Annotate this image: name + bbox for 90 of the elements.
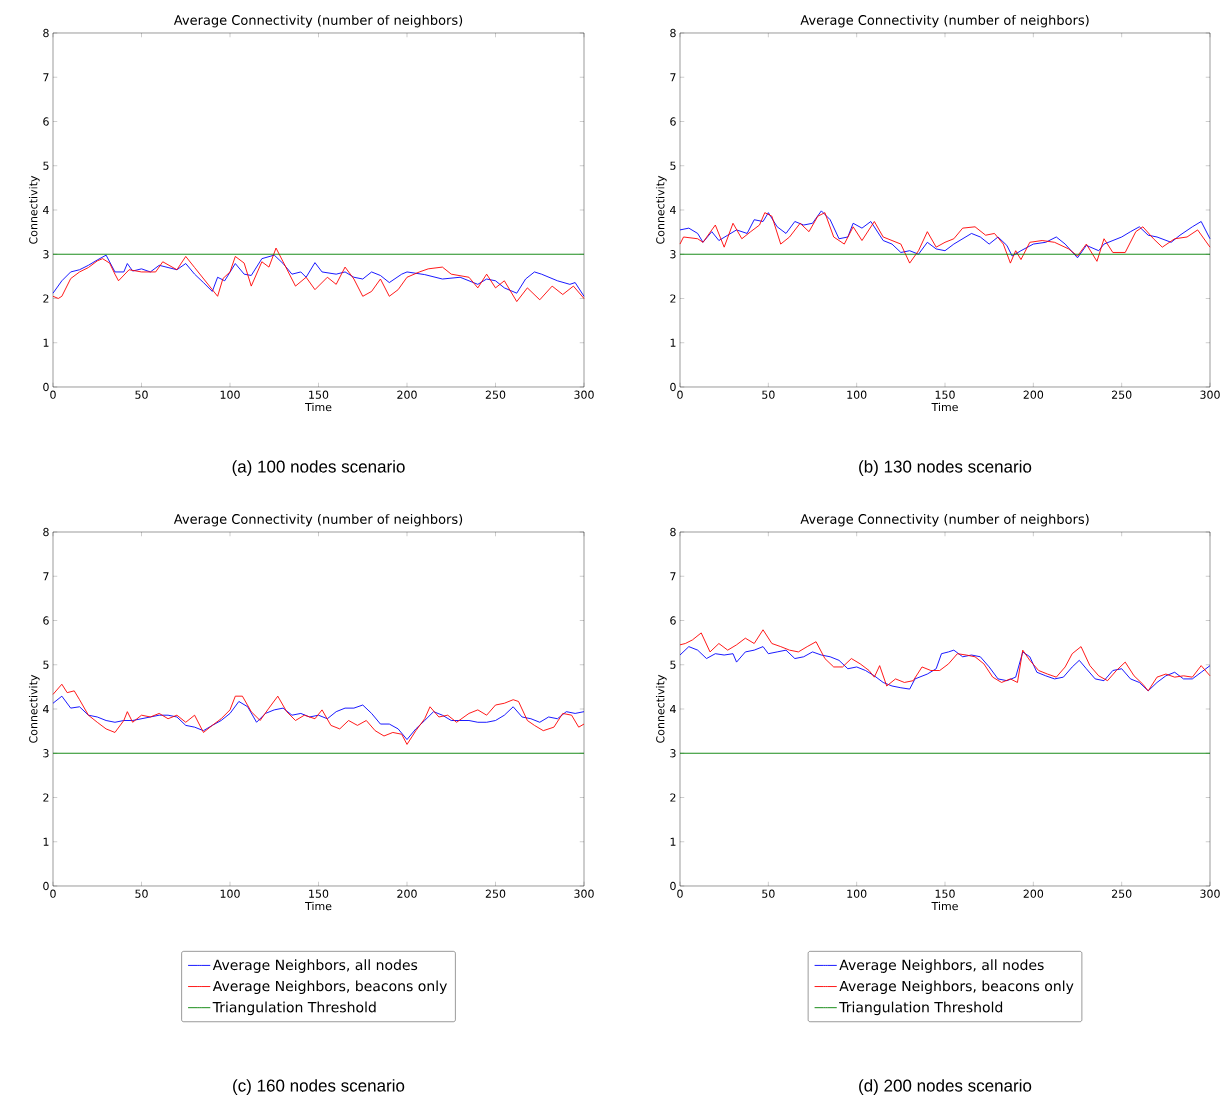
y-tick-label: 7 bbox=[670, 73, 676, 82]
y-tick-label: 5 bbox=[43, 660, 49, 669]
x-tick-label: 250 bbox=[1111, 390, 1132, 399]
x-axis-title: Time bbox=[305, 901, 332, 911]
x-tick-label: 50 bbox=[135, 390, 148, 399]
x-tick-label: 100 bbox=[220, 889, 240, 898]
text: (d) 200 nodes scenario bbox=[859, 1079, 1032, 1095]
chart-title: Average Connectivity (number of neighbors) bbox=[800, 14, 1089, 28]
x-tick-label: 300 bbox=[1200, 889, 1220, 898]
y-tick-label: 5 bbox=[43, 161, 49, 170]
y-tick-label: 8 bbox=[43, 527, 49, 537]
x-tick-label: 50 bbox=[135, 889, 148, 898]
chart-title: Average Connectivity (number of neighbors) bbox=[173, 513, 463, 527]
x-tick-label: 0 bbox=[50, 889, 56, 898]
x-tick-label: 300 bbox=[574, 390, 594, 399]
x-tick-label: 150 bbox=[935, 889, 955, 898]
x-tick-label: 300 bbox=[574, 889, 594, 898]
x-tick-label: 100 bbox=[220, 390, 240, 399]
y-tick-label: 4 bbox=[670, 205, 676, 215]
y-tick-label: 0 bbox=[43, 382, 49, 392]
legend-label: Triangulation Threshold bbox=[839, 1001, 1003, 1016]
y-tick-label: 6 bbox=[670, 117, 676, 126]
y-tick-label: 7 bbox=[43, 572, 49, 581]
y-tick-label: 4 bbox=[43, 705, 49, 714]
y-tick-label: 1 bbox=[670, 338, 676, 347]
x-axis-title: Time bbox=[931, 402, 958, 412]
y-tick-label: 3 bbox=[670, 250, 676, 259]
x-tick-label: 150 bbox=[309, 390, 329, 399]
x-tick-label: 50 bbox=[762, 390, 775, 399]
line-series bbox=[679, 629, 1211, 692]
y-tick-label: 3 bbox=[670, 749, 676, 758]
y-tick-label: 8 bbox=[670, 527, 676, 537]
legend-label: Average Neighbors, all nodes bbox=[212, 959, 418, 973]
y-tick-label: 0 bbox=[670, 881, 676, 891]
y-axis-title: Connectivity bbox=[28, 175, 40, 244]
x-tick-label: 250 bbox=[485, 390, 506, 399]
y-axis-title: Connectivity bbox=[28, 674, 40, 743]
x-tick-label: 100 bbox=[847, 390, 867, 399]
legend-label: Average Neighbors, all nodes bbox=[839, 959, 1044, 973]
y-tick-label: 2 bbox=[670, 294, 676, 303]
y-tick-label: 1 bbox=[43, 837, 49, 846]
x-axis-title: Time bbox=[305, 402, 332, 412]
line-series bbox=[679, 646, 1211, 692]
text: (c) 160 nodes scenario bbox=[233, 1079, 405, 1095]
y-tick-label: 6 bbox=[43, 616, 49, 625]
x-tick-label: 200 bbox=[397, 889, 417, 898]
y-tick-label: 6 bbox=[670, 616, 676, 625]
line-series bbox=[52, 254, 585, 297]
x-tick-label: 200 bbox=[397, 390, 417, 399]
y-tick-label: 5 bbox=[670, 161, 676, 170]
y-tick-label: 2 bbox=[43, 294, 49, 303]
y-tick-label: 4 bbox=[43, 205, 49, 215]
y-tick-label: 2 bbox=[43, 793, 49, 802]
line-series bbox=[52, 683, 585, 745]
x-tick-label: 50 bbox=[762, 889, 775, 898]
y-tick-label: 8 bbox=[43, 28, 49, 38]
legend-label: Average Neighbors, beacons only bbox=[839, 980, 1074, 995]
y-tick-label: 3 bbox=[43, 250, 49, 259]
y-tick-label: 1 bbox=[670, 837, 676, 846]
y-tick-label: 3 bbox=[43, 749, 49, 758]
x-axis-title: Time bbox=[931, 901, 958, 911]
y-tick-label: 2 bbox=[670, 793, 676, 802]
chart-title: Average Connectivity (number of neighbors) bbox=[800, 513, 1089, 527]
y-tick-label: 1 bbox=[43, 338, 49, 347]
y-tick-label: 5 bbox=[670, 660, 676, 669]
y-tick-label: 7 bbox=[43, 73, 49, 82]
x-tick-label: 250 bbox=[485, 889, 506, 898]
y-tick-label: 7 bbox=[670, 572, 676, 581]
y-tick-label: 0 bbox=[43, 881, 49, 891]
legend-label: Triangulation Threshold bbox=[212, 1001, 376, 1016]
legend-label: Average Neighbors, beacons only bbox=[212, 980, 447, 995]
x-tick-label: 0 bbox=[677, 889, 683, 898]
x-tick-label: 200 bbox=[1023, 390, 1044, 399]
y-tick-label: 8 bbox=[670, 28, 676, 38]
text: (b) 130 nodes scenario bbox=[859, 460, 1032, 476]
x-tick-label: 200 bbox=[1023, 889, 1044, 898]
y-axis-title: Connectivity bbox=[655, 674, 667, 743]
x-tick-label: 150 bbox=[935, 390, 955, 399]
chart-title: Average Connectivity (number of neighbors) bbox=[173, 14, 463, 28]
x-tick-label: 250 bbox=[1111, 889, 1132, 898]
x-tick-label: 0 bbox=[677, 390, 683, 399]
text: (a) 100 nodes scenario bbox=[232, 460, 405, 476]
y-axis-title: Connectivity bbox=[655, 175, 667, 244]
x-tick-label: 100 bbox=[847, 889, 867, 898]
y-tick-label: 0 bbox=[670, 382, 676, 392]
y-tick-label: 4 bbox=[670, 705, 676, 714]
y-tick-label: 6 bbox=[43, 117, 49, 126]
x-tick-label: 300 bbox=[1200, 390, 1220, 399]
x-tick-label: 0 bbox=[50, 390, 56, 399]
x-tick-label: 150 bbox=[309, 889, 329, 898]
